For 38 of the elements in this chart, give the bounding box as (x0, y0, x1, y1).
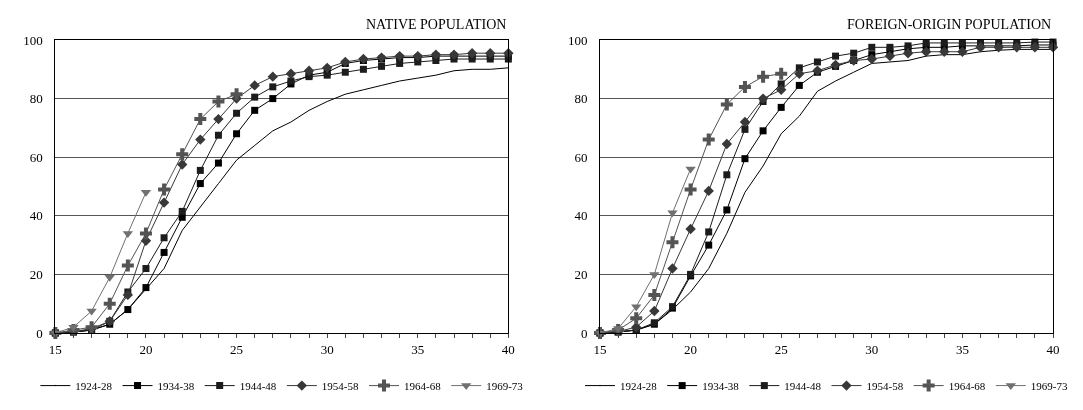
y-tick-label: 40 (29, 208, 43, 224)
y-tick-label: 100 (567, 32, 588, 48)
x-tick-label: 40 (1046, 341, 1060, 357)
legend-label: 1954-58 (866, 379, 904, 392)
legend-label: 1924-28 (619, 379, 658, 392)
legend-label: 1944-48 (784, 379, 822, 392)
y-tick-label: 20 (29, 266, 43, 282)
y-tick-label: 60 (29, 149, 43, 165)
legend-label: 1934-38 (702, 379, 740, 392)
y-tick-label: 20 (574, 266, 588, 282)
legend-label: 1969-73 (486, 379, 524, 392)
y-tick-label: 40 (574, 208, 588, 224)
legend-label: 1924-28 (75, 379, 113, 392)
x-tick-label: 20 (139, 341, 153, 357)
x-tick-label: 25 (774, 341, 788, 357)
legend-label: 1964-68 (948, 379, 986, 392)
legend-label: 1934-38 (157, 379, 195, 392)
y-tick-label: 0 (36, 325, 43, 341)
legend-label: 1964-68 (404, 379, 442, 392)
x-tick-label: 15 (48, 341, 62, 357)
x-tick-label: 15 (593, 341, 607, 357)
x-tick-label: 30 (865, 341, 879, 357)
x-tick-label: 30 (320, 341, 334, 357)
legend-label: 1944-48 (239, 379, 277, 392)
x-tick-label: 40 (501, 341, 515, 357)
chart-title: FOREIGN-ORIGIN POPULATION (847, 17, 1052, 32)
y-tick-label: 100 (23, 32, 43, 48)
y-tick-label: 80 (574, 91, 588, 107)
x-tick-label: 35 (955, 341, 969, 357)
y-tick-label: 80 (29, 91, 43, 107)
legend-label: 1969-73 (1030, 379, 1068, 392)
x-tick-label: 35 (411, 341, 425, 357)
legend-label: 1954-58 (321, 379, 360, 392)
chart-title: NATIVE POPULATION (366, 17, 507, 32)
y-tick-label: 0 (580, 325, 588, 341)
y-tick-label: 60 (574, 149, 588, 165)
x-tick-label: 25 (230, 341, 244, 357)
x-tick-label: 20 (684, 341, 698, 357)
